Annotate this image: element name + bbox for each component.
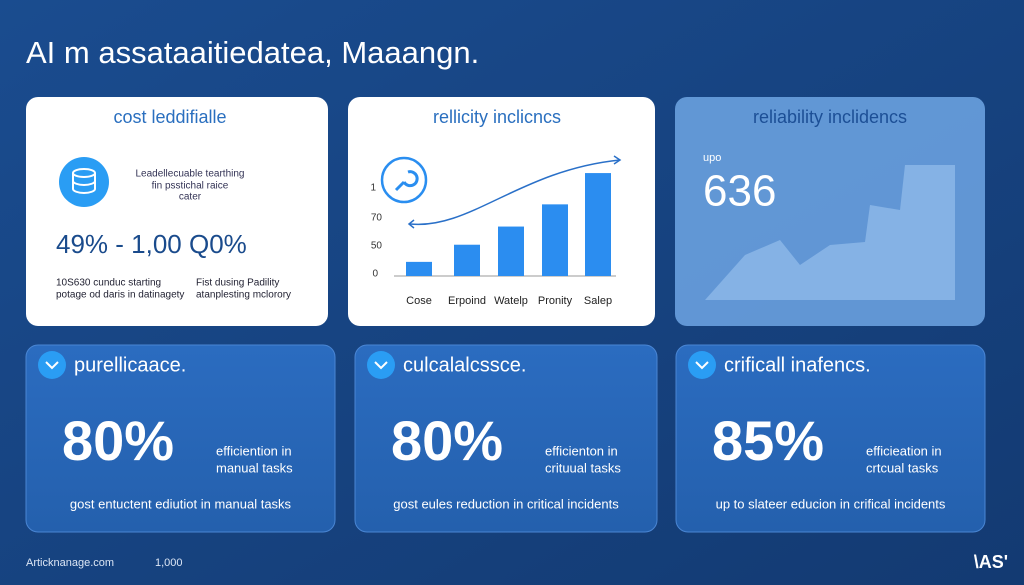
y-axis-label: 50 xyxy=(371,241,383,252)
note: fin psstichal raice xyxy=(152,181,229,192)
icon xyxy=(380,156,428,204)
y-axis-label: 70 xyxy=(371,213,383,224)
y-axis-label: 1 xyxy=(370,183,376,194)
bar xyxy=(585,173,611,276)
icon-glyph xyxy=(72,168,96,195)
note: Leadellecuable tearthing xyxy=(136,169,245,180)
card xyxy=(25,344,336,533)
card-heading: culcalalcssce. xyxy=(403,354,526,376)
check-glyph xyxy=(695,361,709,370)
check-glyph xyxy=(45,361,59,370)
icon-glyph xyxy=(394,170,419,192)
x-tick-label: Salep xyxy=(584,295,612,307)
x-tick-label: Erpoind xyxy=(448,295,486,307)
logo: \AS' xyxy=(974,552,1008,572)
side-text: efficieation in xyxy=(866,443,942,458)
card xyxy=(675,344,986,533)
big-figure: 85% xyxy=(712,409,824,472)
side-text: crituual tasks xyxy=(545,460,621,475)
bar xyxy=(454,244,480,276)
big-figure: 80% xyxy=(391,409,503,472)
y-axis-label: 0 xyxy=(372,269,378,280)
bar xyxy=(406,261,432,276)
x-tick-label: Pronity xyxy=(538,295,573,307)
bar xyxy=(542,204,568,276)
foot-text: potage od daris in datinagety xyxy=(56,290,184,301)
arrow-head xyxy=(407,155,622,229)
side-text: efficienton in xyxy=(545,443,618,458)
bar xyxy=(498,226,524,276)
check-icon xyxy=(688,351,716,379)
card xyxy=(26,97,328,326)
foot-text: 10S630 cunduc starting xyxy=(56,278,161,289)
big-figure: 49% - 1,00 Q0% xyxy=(56,229,247,259)
side-text: manual tasks xyxy=(216,460,293,475)
big-figure: 80% xyxy=(62,409,174,472)
bar-chart: Cose Erpoind Watelp Pronity Salep xyxy=(406,173,612,307)
check-icon xyxy=(38,351,66,379)
page-title: AI m assataaitiedatea, Maaangn. xyxy=(26,35,479,70)
side-text: efficiention in xyxy=(216,443,292,458)
card-heading: cost leddifialle xyxy=(113,107,226,127)
x-tick-label: Watelp xyxy=(494,295,528,307)
footer-site: Articknanage.com xyxy=(26,557,114,569)
small-label: upo xyxy=(703,152,721,164)
card-heading: rellicity inclicncs xyxy=(433,107,561,127)
foot-text: up to slateer educion in crifical incide… xyxy=(716,496,946,511)
card-heading: reliability inclidencs xyxy=(753,107,907,127)
decorative-chart xyxy=(705,165,955,300)
footer-count: 1,000 xyxy=(155,557,183,569)
side-text: crtcual tasks xyxy=(866,460,939,475)
note: cater xyxy=(179,192,202,203)
foot-text: gost eules reduction in critical inciden… xyxy=(393,496,619,511)
bottom-row: purellicaace. 80% efficiention in manual ta… xyxy=(25,344,986,533)
foot-text: Fist dusing Padility xyxy=(196,278,279,289)
card xyxy=(354,344,658,533)
icon xyxy=(59,157,109,207)
card-heading: purellicaace. xyxy=(74,354,186,376)
trend-arrow xyxy=(409,159,621,226)
check-glyph xyxy=(374,361,388,370)
x-tick-label: Cose xyxy=(406,295,432,307)
big-figure: 636 xyxy=(703,167,776,216)
check-icon xyxy=(367,351,395,379)
foot-text: gost entuctent ediutiot in manual tasks xyxy=(70,496,292,511)
card-heading: crificall inafencs. xyxy=(724,354,871,376)
foot-text: atanplesting mclorory xyxy=(196,290,291,301)
